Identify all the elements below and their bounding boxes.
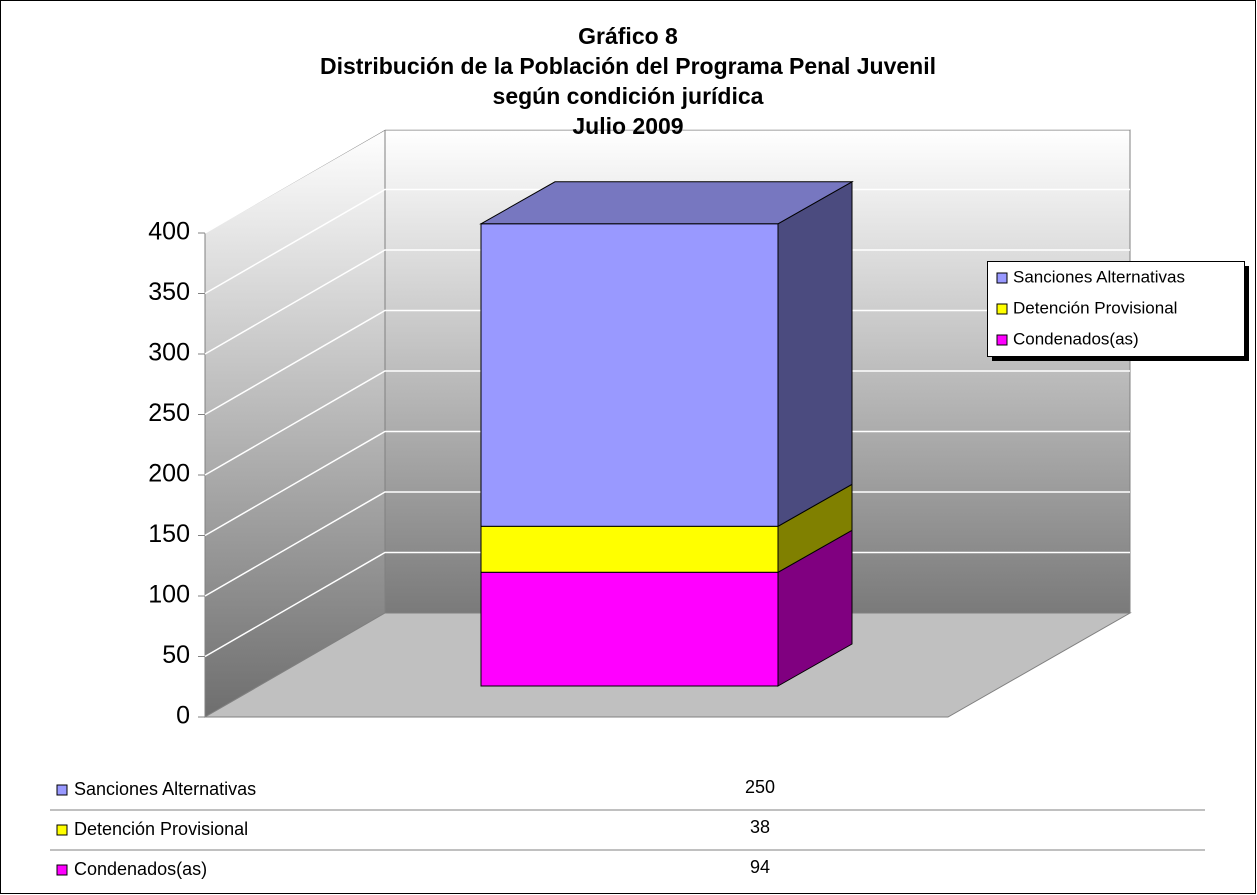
- legend-label: Condenados(as): [1013, 329, 1139, 348]
- legend-items: Sanciones Alternativas Detención Provisio…: [996, 267, 1185, 348]
- chart-title: Julio 2009: [572, 113, 683, 139]
- chart-title: Distribución de la Población del Program…: [320, 53, 936, 79]
- grid-line: [204, 128, 1130, 234]
- legend-swatch: [996, 334, 1008, 346]
- table-swatch: [56, 784, 68, 796]
- bar-front: [480, 223, 779, 527]
- y-tick-label: 100: [148, 581, 190, 609]
- legend-label: Detención Provisional: [1013, 298, 1177, 317]
- grid-line: [204, 551, 1130, 658]
- titles: Gráfico 8 Distribución de la Población de…: [320, 23, 936, 139]
- bars: [479, 180, 854, 687]
- y-tick-label: 150: [148, 520, 190, 548]
- legend-swatch: [996, 303, 1008, 315]
- y-tick-label: 400: [148, 218, 190, 246]
- table-label: Detención Provisional: [74, 819, 248, 839]
- y-tick-label: 0: [176, 702, 190, 730]
- grid: 0 50 100 150 200 250 300 350 400: [148, 128, 1130, 730]
- legend-label: Sanciones Alternativas: [1013, 267, 1185, 286]
- table-label: Sanciones Alternativas: [74, 779, 256, 799]
- grid-line: [204, 491, 1130, 597]
- bar-side: [777, 180, 853, 528]
- legend-swatch: [996, 272, 1008, 284]
- y-tick-label: 350: [148, 278, 190, 306]
- legend: [987, 261, 1245, 357]
- bar-front: [480, 525, 779, 573]
- grid-line: [204, 370, 1130, 476]
- data-table: Sanciones Alternativas 250 Detención Provi…: [50, 777, 1205, 879]
- y-tick-label: 50: [162, 641, 190, 669]
- grid-line: [204, 249, 1130, 355]
- table-swatch: [56, 864, 68, 876]
- y-tick-label: 200: [148, 460, 190, 488]
- grid-line: [204, 430, 1130, 537]
- bar-top: [479, 181, 854, 225]
- table-value: 94: [750, 857, 770, 877]
- table-label: Condenados(as): [74, 859, 207, 879]
- table-value: 250: [745, 777, 775, 797]
- chart-title: según condición jurídica: [493, 83, 764, 109]
- table-value: 38: [750, 817, 770, 837]
- grid-line: [204, 188, 1130, 295]
- y-tick-label: 250: [148, 399, 190, 427]
- chart-title: Gráfico 8: [578, 23, 678, 49]
- y-tick-label: 300: [148, 339, 190, 367]
- grid-line: [204, 309, 1130, 416]
- bar-front: [480, 571, 779, 687]
- table-swatch: [56, 824, 68, 836]
